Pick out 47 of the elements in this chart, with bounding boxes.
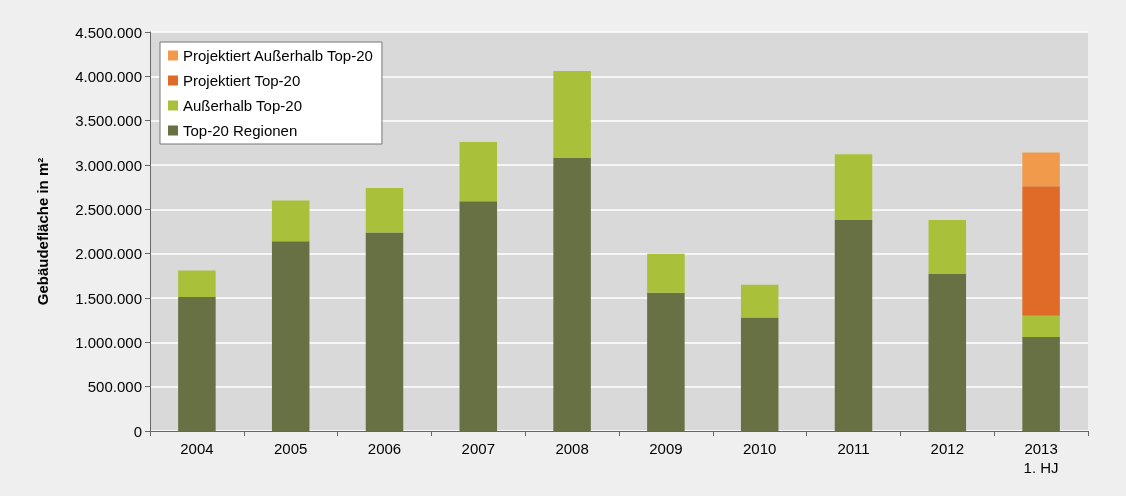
x-tick-label: 2009 <box>649 440 683 457</box>
bar <box>553 71 591 158</box>
bar <box>271 200 310 242</box>
bar <box>1022 152 1060 187</box>
y-tick-label: 3.500.000 <box>75 112 142 130</box>
legend-label: Top-20 Regionen <box>183 122 298 139</box>
y-tick-label: 1.000.000 <box>75 333 142 351</box>
y-tick-label: 4.000.000 <box>75 67 142 85</box>
bar <box>365 232 404 431</box>
x-tick-label: 2013 1. HJ <box>1023 440 1059 476</box>
legend-label: Projektiert Außerhalb Top-20 <box>183 47 373 64</box>
y-tick-label: 0 <box>133 422 142 440</box>
x-tick-label: 2010 <box>743 440 777 457</box>
x-tick-label: 2004 <box>180 440 214 457</box>
bar <box>740 317 779 431</box>
bar <box>459 141 498 202</box>
bar <box>365 188 404 233</box>
bar <box>834 219 873 431</box>
x-tick-label: 2007 <box>461 440 495 457</box>
y-tick-label: 2.000.000 <box>75 245 142 263</box>
bar <box>271 241 310 431</box>
y-tick-label: 3.000.000 <box>75 156 142 174</box>
bar <box>647 292 685 431</box>
bar <box>928 219 967 275</box>
y-tick-label: 500.000 <box>87 378 142 396</box>
x-tick-label: 2005 <box>274 440 308 457</box>
legend-label: Projektiert Top-20 <box>183 72 301 89</box>
bar <box>928 274 967 431</box>
legend-label: Außerhalb Top-20 <box>183 97 302 114</box>
y-tick-label: 2.500.000 <box>75 200 142 218</box>
bar <box>178 297 216 431</box>
y-tick-label: 1.500.000 <box>75 289 142 307</box>
bar <box>459 201 498 431</box>
y-axis-title: Gebäudefläche in m² <box>34 157 51 306</box>
x-tick-label: 2006 <box>367 440 402 457</box>
x-tick-label: 2011 <box>837 440 870 457</box>
bar <box>1022 315 1060 338</box>
x-tick-label: 2012 <box>930 440 964 457</box>
bar <box>740 284 779 318</box>
bar <box>834 154 873 220</box>
bar <box>1022 186 1060 316</box>
bar <box>1022 337 1060 431</box>
y-tick-label: 4.500.000 <box>75 23 142 41</box>
bar <box>553 157 591 431</box>
bar <box>178 270 216 298</box>
bar <box>647 253 685 293</box>
x-tick-label: 2008 <box>555 440 589 457</box>
